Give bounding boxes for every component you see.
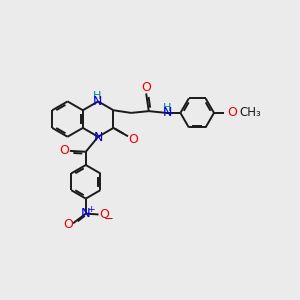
Text: O: O: [141, 81, 151, 94]
Text: +: +: [87, 205, 94, 214]
Text: N: N: [94, 130, 104, 143]
Text: O: O: [64, 218, 74, 231]
Text: H: H: [163, 103, 171, 113]
Text: O: O: [129, 133, 139, 146]
Text: N: N: [81, 207, 91, 220]
Text: O: O: [59, 144, 69, 158]
Text: O: O: [227, 106, 237, 119]
Text: N: N: [162, 106, 172, 119]
Text: H: H: [93, 92, 101, 101]
Text: CH₃: CH₃: [239, 106, 261, 119]
Text: −: −: [104, 212, 114, 224]
Text: N: N: [92, 94, 102, 108]
Text: O: O: [100, 208, 109, 221]
